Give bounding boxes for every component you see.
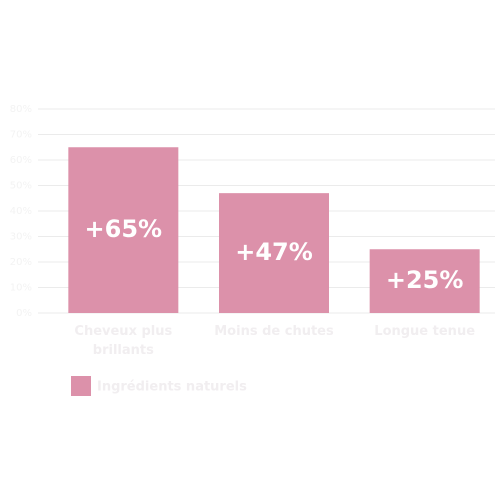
- value-label: +25%: [386, 266, 464, 294]
- x-tick-label: Cheveux plus brillants: [74, 324, 173, 358]
- bar: [219, 193, 329, 313]
- legend-swatch: [71, 376, 91, 396]
- legend-label: Ingrédients naturels: [97, 380, 247, 395]
- x-tick-label: Moins de chutes: [214, 324, 334, 339]
- bar: [68, 147, 179, 313]
- y-tick-label: 70%: [10, 130, 32, 141]
- y-tick-label: 40%: [10, 206, 32, 217]
- y-tick-label: 0%: [16, 308, 32, 319]
- y-tick-label: 80%: [10, 104, 32, 115]
- y-tick-label: 60%: [10, 155, 32, 166]
- y-tick-label: 20%: [10, 257, 32, 268]
- value-label: +47%: [235, 238, 313, 266]
- bar: [369, 249, 480, 313]
- y-tick-label: 30%: [10, 232, 32, 243]
- value-label: +65%: [85, 215, 163, 243]
- y-tick-label: 10%: [10, 283, 32, 294]
- x-tick-label: Longue tenue: [374, 324, 476, 339]
- y-tick-label: 50%: [10, 181, 32, 192]
